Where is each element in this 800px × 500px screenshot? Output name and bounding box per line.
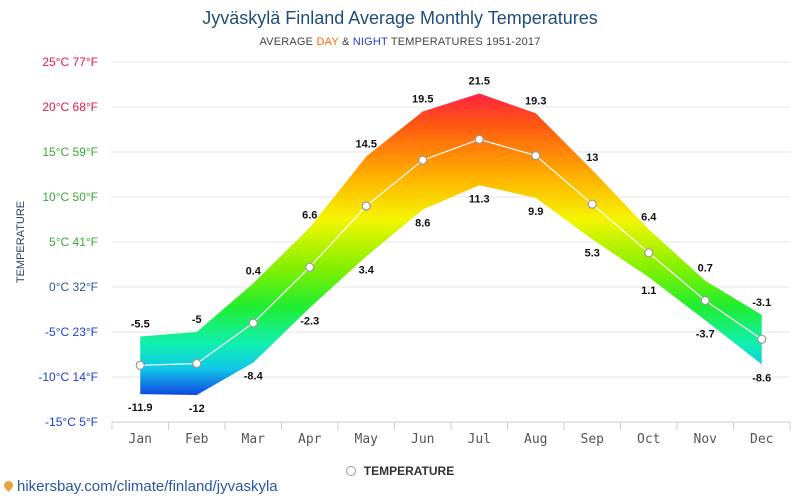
subtitle-night: NIGHT [352, 36, 388, 48]
subtitle-suffix: TEMPERATURES 1951-2017 [387, 36, 541, 48]
y-tick-label: 5°C 41°F [49, 235, 98, 249]
temperature-point [757, 334, 767, 344]
y-tick-label: 20°C 68°F [42, 100, 98, 114]
x-tick-label: Aug [524, 432, 547, 447]
temperature-point [305, 262, 315, 272]
night-value-label: -8.6 [752, 372, 771, 384]
night-value-label: 8.6 [415, 218, 430, 230]
x-tick-label: Feb [185, 432, 209, 447]
x-tick-label: May [355, 432, 379, 447]
x-tick-label: Jun [411, 432, 434, 447]
y-tick-label: 15°C 59°F [42, 145, 98, 159]
night-value-label: -3.7 [696, 328, 715, 340]
x-tick-label: Dec [750, 432, 773, 447]
night-value-label: -2.3 [300, 316, 319, 328]
x-tick-label: Jan [129, 432, 152, 447]
x-tick-label: Jul [468, 432, 491, 447]
temperature-point [192, 358, 202, 369]
x-tick-label: Sep [581, 432, 605, 447]
x-tick-label: Nov [694, 432, 718, 447]
x-tick-label: Mar [242, 432, 266, 447]
source-text: hikersbay.com/climate/finland/jyvaskyla [17, 478, 278, 495]
day-value-label: 0.4 [246, 265, 262, 277]
day-value-label: 21.5 [469, 76, 490, 88]
night-value-label: 1.1 [641, 285, 656, 297]
night-value-label: -12 [189, 403, 205, 415]
day-value-label: 19.3 [525, 95, 546, 107]
night-value-label: -8.4 [244, 371, 264, 383]
subtitle-day: DAY [316, 36, 339, 48]
y-tick-label: -15°C 5°F [45, 415, 98, 429]
temperature-point [361, 201, 371, 211]
subtitle-amp: & [338, 36, 353, 48]
subtitle-prefix: AVERAGE [259, 36, 317, 48]
temperature-band [140, 93, 762, 395]
y-tick-label: -10°C 14°F [38, 370, 98, 384]
day-value-label: 14.5 [356, 139, 377, 151]
x-tick-label: Oct [637, 432, 660, 447]
source-link[interactable]: hikersbay.com/climate/finland/jyvaskyla [2, 478, 278, 495]
night-value-label: 3.4 [359, 264, 375, 276]
day-value-label: 13 [586, 152, 598, 164]
day-value-label: 0.7 [698, 263, 713, 275]
temperature-point [135, 360, 145, 370]
temperature-point [531, 151, 541, 161]
day-value-label: 6.4 [641, 211, 657, 223]
chart-title: Jyväskylä Finland Average Monthly Temper… [202, 8, 598, 28]
temperature-line [140, 138, 763, 366]
map-pin-icon [2, 479, 15, 492]
day-value-label: -5 [192, 314, 202, 326]
temperature-point [644, 248, 654, 258]
day-value-label: -5.5 [131, 319, 150, 331]
legend-label: TEMPERATURE [363, 464, 455, 478]
temperature-point [700, 295, 710, 306]
legend-marker-icon [345, 466, 356, 476]
night-value-label: 11.3 [469, 193, 490, 205]
y-tick-label: 10°C 50°F [42, 190, 98, 204]
day-value-label: 6.6 [302, 210, 317, 222]
temperature-point [248, 318, 258, 328]
day-value-label: -3.1 [752, 297, 771, 309]
night-value-label: -11.9 [128, 402, 152, 414]
legend[interactable]: TEMPERATURE [0, 464, 800, 478]
chart-subtitle: AVERAGE DAY & NIGHT TEMPERATURES 1951-20… [0, 36, 800, 48]
temperature-point [474, 134, 484, 144]
day-value-label: 19.5 [412, 94, 433, 106]
temperature-point [418, 155, 428, 165]
night-value-label: 9.9 [528, 206, 543, 218]
temperature-point [587, 199, 597, 209]
night-value-label: 5.3 [585, 247, 600, 259]
y-axis-label: TEMPERATURE [15, 201, 27, 283]
y-tick-label: -5°C 23°F [45, 325, 98, 339]
y-tick-label: 25°C 77°F [42, 55, 98, 69]
x-tick-label: Apr [298, 432, 322, 447]
y-tick-label: 0°C 32°F [49, 280, 98, 294]
